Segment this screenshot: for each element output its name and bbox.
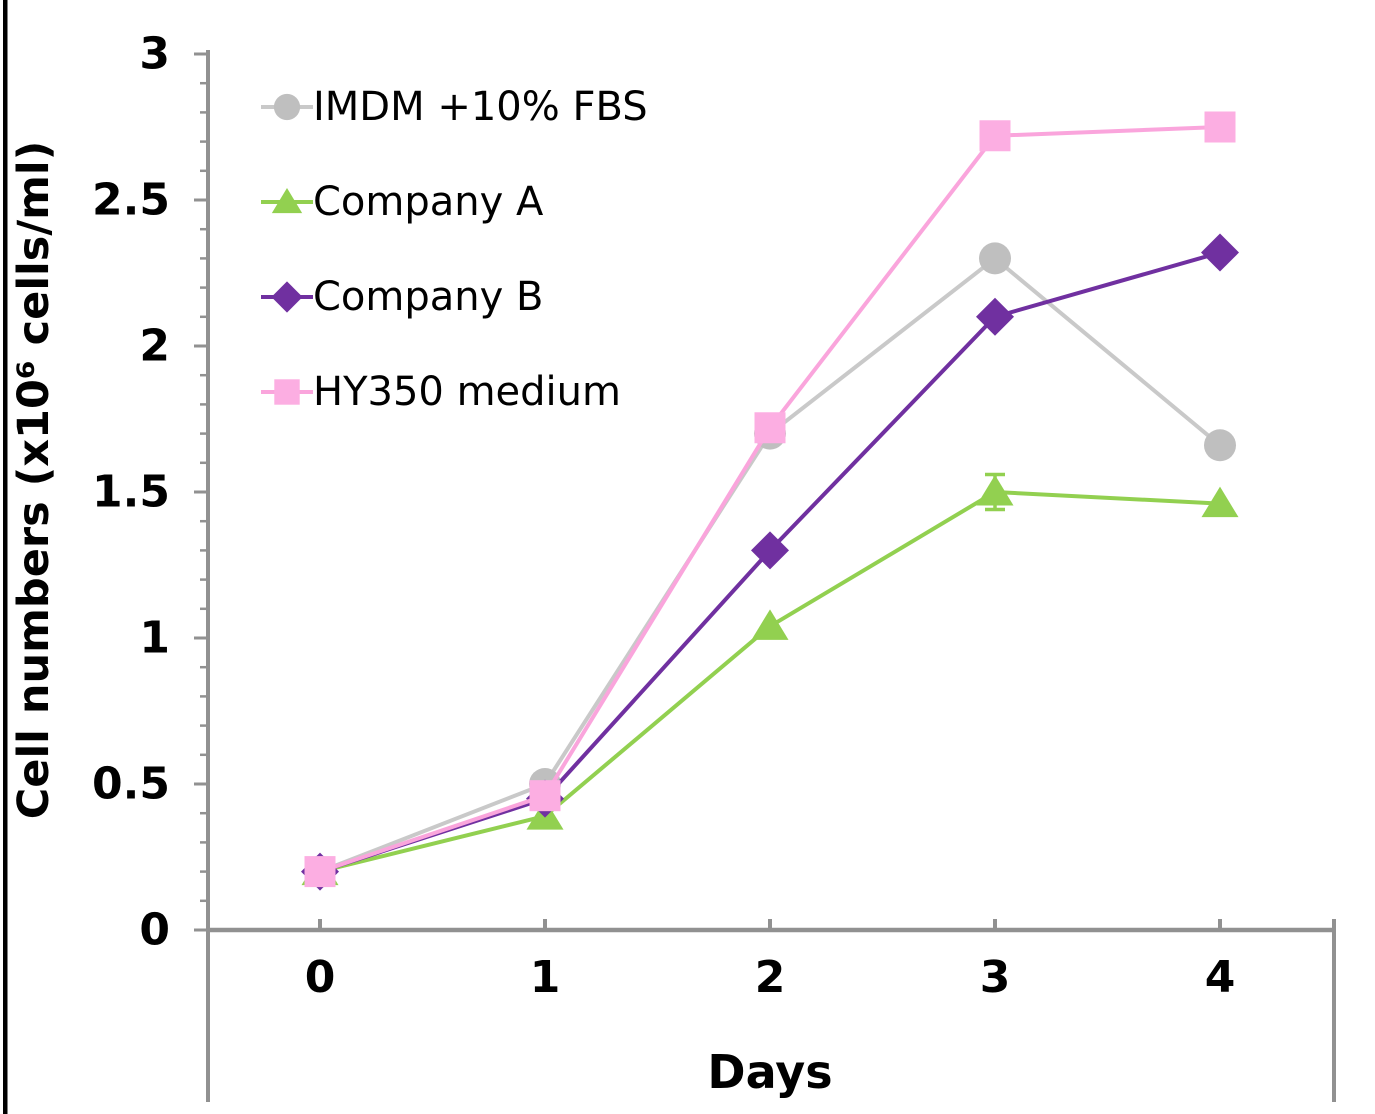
diamond-marker-company-b-day-4 bbox=[1201, 233, 1239, 272]
legend-triangle-marker-company-a bbox=[271, 188, 303, 214]
y-tick-label: 2 bbox=[139, 321, 170, 372]
legend-label-hy350-medium: HY350 medium bbox=[313, 369, 621, 415]
square-marker-hy350-medium-day-1 bbox=[529, 780, 561, 812]
legend-square-marker-hy350-medium bbox=[274, 379, 300, 405]
legend-label-imdm-10-fbs: IMDM +10% FBS bbox=[313, 84, 648, 130]
y-tick-label: 3 bbox=[139, 29, 170, 80]
triangle-marker-company-a-day-2 bbox=[751, 609, 789, 640]
legend-diamond-marker-company-b bbox=[271, 281, 303, 313]
square-marker-hy350-medium-day-4 bbox=[1204, 111, 1236, 143]
y-axis-title: Cell numbers (x10⁶ cells/ml) bbox=[9, 141, 59, 820]
y-tick-label: 1.5 bbox=[92, 467, 170, 518]
circle-marker-imdm-10-fbs-day-4 bbox=[1204, 429, 1236, 462]
legend-circle-marker-imdm-10-fbs bbox=[273, 93, 301, 121]
y-tick-label: 2.5 bbox=[92, 175, 170, 226]
y-tick-label: 0.5 bbox=[92, 759, 170, 810]
square-marker-hy350-medium-day-3 bbox=[979, 120, 1011, 152]
series-line-hy350-medium bbox=[318, 125, 1222, 874]
x-tick-label: 4 bbox=[1205, 952, 1236, 1003]
x-tick-label: 1 bbox=[530, 952, 561, 1003]
figure-left-border bbox=[3, 0, 8, 1114]
square-marker-hy350-medium-day-2 bbox=[754, 412, 786, 444]
circle-marker-imdm-10-fbs-day-3 bbox=[979, 242, 1011, 275]
square-marker-hy350-medium-day-0 bbox=[304, 856, 336, 888]
diamond-marker-company-b-day-2 bbox=[751, 531, 789, 570]
diamond-marker-company-b-day-3 bbox=[976, 297, 1014, 336]
legend-label-company-b: Company B bbox=[313, 274, 543, 320]
x-tick-label: 3 bbox=[980, 952, 1011, 1003]
x-tick-label: 0 bbox=[305, 952, 336, 1003]
y-tick-label: 1 bbox=[139, 613, 170, 664]
triangle-marker-company-a-day-4 bbox=[1201, 486, 1239, 518]
legend-label-company-a: Company A bbox=[313, 179, 544, 225]
x-axis-title: Days bbox=[707, 1045, 832, 1099]
triangle-marker-company-a-day-3 bbox=[976, 475, 1014, 506]
y-tick-label: 0 bbox=[139, 905, 170, 956]
x-tick-label: 2 bbox=[755, 952, 786, 1003]
